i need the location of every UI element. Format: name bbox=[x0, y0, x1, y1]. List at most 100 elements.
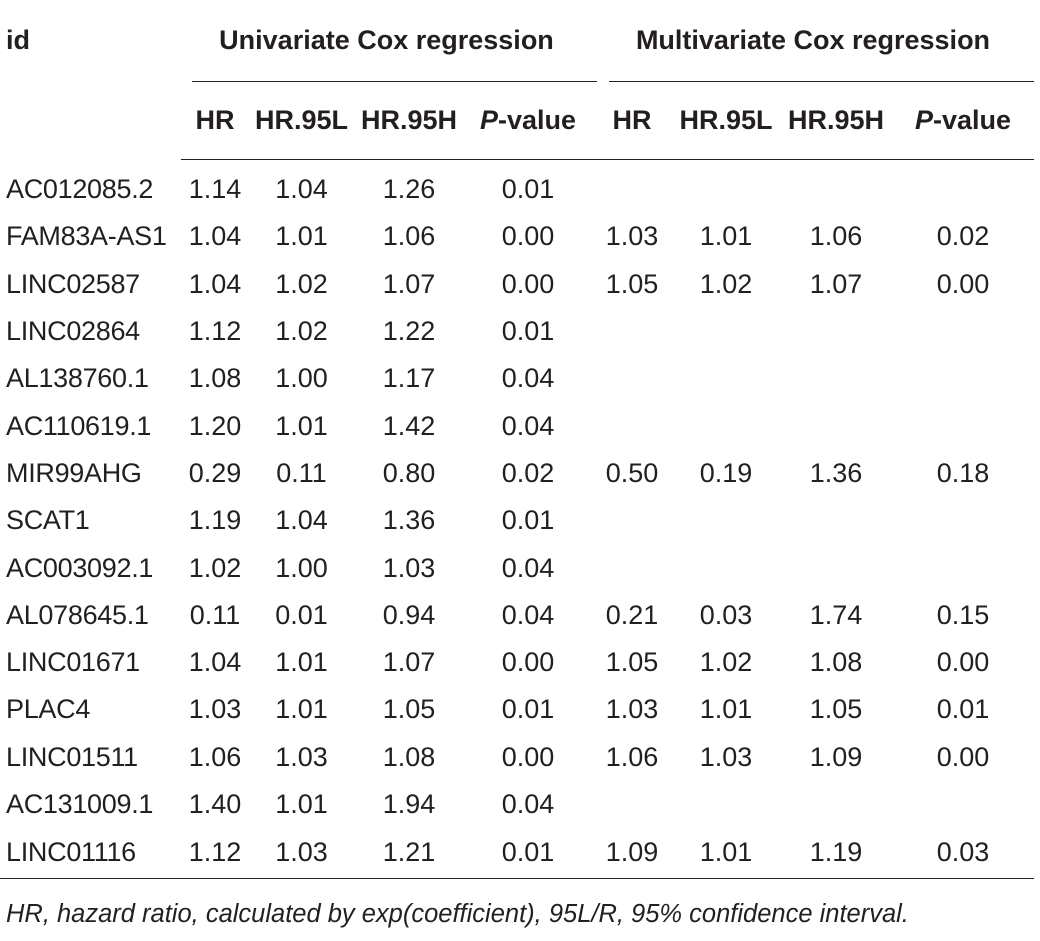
uni-hr: 1.04 bbox=[188, 221, 242, 252]
uni-hr: 1.12 bbox=[188, 316, 242, 347]
multi-hr95l: 1.03 bbox=[699, 741, 753, 772]
multi-hr95l-header: HR.95L bbox=[672, 82, 780, 160]
multi-hr bbox=[592, 544, 672, 591]
uni-pvalue: 0.00 bbox=[501, 647, 555, 678]
multi-hr95h bbox=[780, 781, 892, 828]
multi-pvalue: 0.18 bbox=[936, 457, 990, 488]
uni-hr95l: 1.01 bbox=[275, 221, 328, 252]
uni-pvalue: 0.04 bbox=[501, 363, 555, 394]
multi-hr95h: 1.19 bbox=[780, 828, 892, 879]
gene-id: LINC01671 bbox=[6, 647, 140, 678]
multi-hr95l bbox=[672, 544, 780, 591]
uni-hr95l: 1.01 bbox=[275, 410, 328, 441]
table-row: LINC01511 1.06 1.03 1.08 0.00 1.06 1.03 … bbox=[0, 734, 1034, 781]
gene-id: AL138760.1 bbox=[6, 363, 149, 394]
multi-hr: 1.03 bbox=[605, 694, 659, 725]
gene-id: AC110619.1 bbox=[6, 410, 152, 441]
table-row: LINC01671 1.04 1.01 1.07 0.00 1.05 1.02 … bbox=[0, 639, 1034, 686]
uni-hr: 1.02 bbox=[188, 552, 242, 583]
uni-hr95h: 1.06 bbox=[382, 221, 436, 252]
uni-pvalue: 0.04 bbox=[501, 789, 555, 819]
uni-pvalue: 0.00 bbox=[501, 221, 555, 252]
uni-hr: 0.29 bbox=[188, 457, 242, 488]
uni-hr-header: HR bbox=[181, 82, 249, 160]
uni-pvalue: 0.04 bbox=[501, 552, 555, 583]
uni-hr95h: 1.22 bbox=[382, 316, 436, 347]
gene-id: SCAT1 bbox=[6, 505, 90, 536]
uni-pvalue: 0.00 bbox=[501, 268, 555, 299]
uni-hr95h: 1.36 bbox=[382, 505, 436, 536]
multi-hr95h bbox=[780, 355, 892, 402]
multi-hr: 1.09 bbox=[592, 828, 672, 879]
multi-pvalue bbox=[892, 308, 1034, 355]
gene-id: LINC01511 bbox=[6, 741, 138, 772]
multi-hr95l bbox=[672, 402, 780, 449]
multivariate-group-rule bbox=[609, 81, 1034, 82]
multi-hr95h-header: HR.95H bbox=[780, 82, 892, 160]
multi-hr95h: 1.06 bbox=[809, 221, 863, 252]
multi-hr95h bbox=[780, 544, 892, 591]
multi-hr95h: 1.09 bbox=[809, 741, 863, 772]
uni-hr95l: 0.11 bbox=[276, 457, 327, 488]
multi-hr-header: HR bbox=[592, 82, 672, 160]
uni-p-rest: -value bbox=[497, 105, 577, 135]
multi-pvalue bbox=[892, 544, 1034, 591]
multi-hr: 0.21 bbox=[605, 599, 659, 630]
multi-pvalue bbox=[892, 355, 1034, 402]
multi-pvalue: 0.00 bbox=[936, 741, 990, 772]
univariate-group-label: Univariate Cox regression bbox=[219, 25, 554, 55]
multi-hr95l: 1.01 bbox=[672, 828, 780, 879]
table-footnote: HR, hazard ratio, calculated by exp(coef… bbox=[6, 900, 909, 928]
uni-hr95h: 1.05 bbox=[382, 694, 436, 725]
multi-hr95h bbox=[780, 497, 892, 544]
uni-pvalue: 0.01 bbox=[501, 505, 555, 536]
table-row: FAM83A-AS1 1.04 1.01 1.06 0.00 1.03 1.01… bbox=[0, 213, 1034, 260]
multi-hr95l: 1.01 bbox=[699, 221, 753, 252]
multi-hr95l: 1.01 bbox=[699, 694, 753, 725]
multi-hr: 1.05 bbox=[605, 647, 659, 678]
multi-pvalue: 0.03 bbox=[892, 828, 1034, 879]
multi-pvalue bbox=[892, 781, 1034, 828]
table-row: PLAC4 1.03 1.01 1.05 0.01 1.03 1.01 1.05… bbox=[0, 686, 1034, 733]
uni-hr95l: 1.04 bbox=[275, 174, 328, 205]
uni-hr95h: 1.94 bbox=[382, 789, 436, 819]
multi-hr95l: 1.02 bbox=[699, 647, 753, 678]
uni-hr95l: 0.01 bbox=[275, 599, 328, 630]
uni-hr95l: 1.01 bbox=[275, 647, 328, 678]
multi-hr95h bbox=[780, 308, 892, 355]
table-row: LINC02587 1.04 1.02 1.07 0.00 1.05 1.02 … bbox=[0, 261, 1034, 308]
multi-pvalue: 0.15 bbox=[936, 599, 990, 630]
uni-pvalue: 0.01 bbox=[501, 316, 555, 347]
gene-id: AC003092.1 bbox=[6, 552, 154, 583]
multi-hr95l bbox=[672, 160, 780, 214]
uni-hr95h: 1.08 bbox=[382, 741, 436, 772]
gene-id: PLAC4 bbox=[6, 694, 91, 725]
multi-hr95l bbox=[672, 781, 780, 828]
gene-id: AC131009.1 bbox=[6, 789, 154, 819]
multivariate-group-header: Multivariate Cox regression bbox=[592, 0, 1034, 82]
multi-hr95h bbox=[780, 160, 892, 214]
multi-hr: 1.06 bbox=[605, 741, 659, 772]
uni-hr95l: 1.00 bbox=[275, 363, 328, 394]
uni-pvalue: 0.01 bbox=[464, 828, 592, 879]
uni-hr95l: 1.01 bbox=[275, 694, 328, 725]
uni-hr95h: 1.21 bbox=[354, 828, 464, 879]
multi-hr bbox=[592, 160, 672, 214]
uni-hr: 0.11 bbox=[189, 599, 241, 630]
uni-p-italic: P bbox=[479, 105, 498, 135]
uni-hr: 1.06 bbox=[188, 741, 242, 772]
uni-hr: 1.40 bbox=[188, 789, 242, 819]
uni-hr: 1.14 bbox=[188, 174, 242, 205]
uni-hr95l: 1.00 bbox=[275, 552, 328, 583]
multi-hr95l bbox=[672, 308, 780, 355]
uni-hr95l: 1.03 bbox=[249, 828, 354, 879]
multi-hr95h bbox=[780, 402, 892, 449]
multi-hr95h: 1.05 bbox=[809, 694, 863, 725]
uni-pvalue: 0.01 bbox=[501, 174, 555, 205]
cox-regression-table: id Univariate Cox regression Multivariat… bbox=[0, 0, 1034, 879]
uni-hr: 1.04 bbox=[188, 268, 242, 299]
uni-hr95l: 1.02 bbox=[275, 268, 328, 299]
uni-pvalue: 0.01 bbox=[501, 694, 555, 725]
uni-hr: 1.20 bbox=[188, 410, 242, 441]
